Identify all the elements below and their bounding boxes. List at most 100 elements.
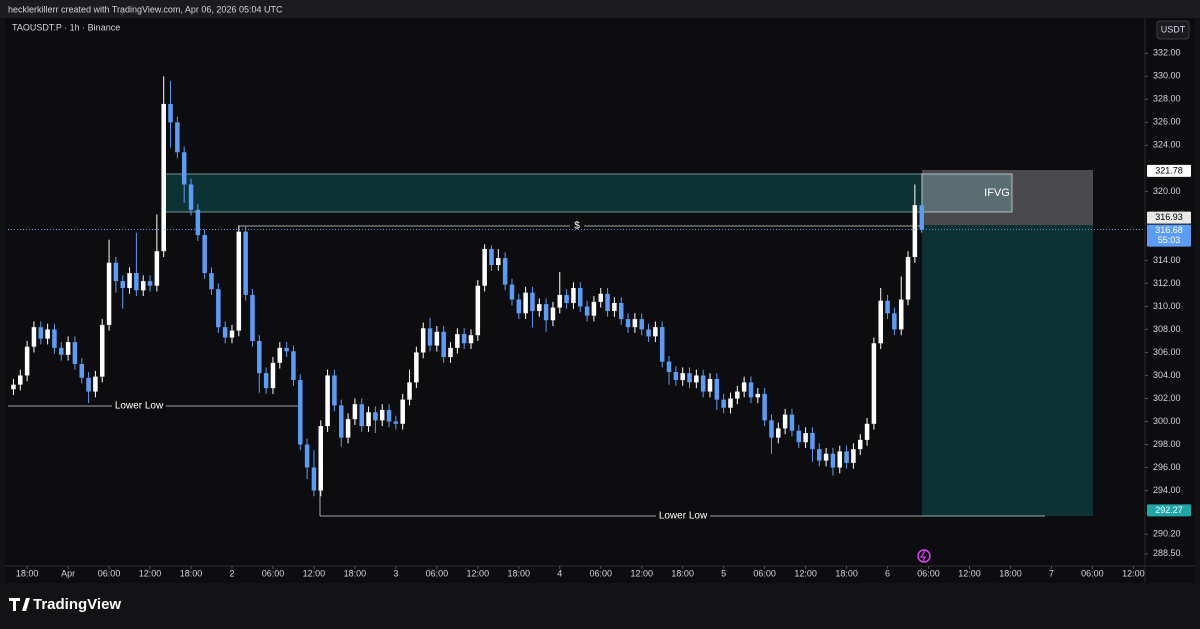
candle-body (291, 351, 296, 381)
x-tick-label: 4 (557, 568, 562, 578)
ifvg-label: IFVG (984, 187, 1010, 199)
candle-body (222, 327, 228, 338)
candle-body (728, 398, 733, 408)
candle-body (140, 281, 146, 291)
candle-body (823, 453, 829, 461)
candle-body (407, 382, 412, 400)
candle-body (366, 412, 371, 427)
x-tick-label: 18:00 (671, 568, 694, 578)
candle-body (400, 399, 405, 424)
candle-body (86, 377, 91, 392)
candle-body (127, 273, 132, 289)
y-tick-label: 324.00 (1153, 140, 1181, 150)
candle-body (776, 428, 781, 438)
brand-name: TradingView (33, 596, 121, 613)
candle-body (707, 378, 713, 392)
candle-body (65, 342, 71, 355)
candle-body (352, 404, 358, 420)
candle-body (509, 284, 515, 300)
candle-body (564, 294, 569, 303)
candle-body (31, 327, 37, 347)
candle-body (803, 432, 808, 443)
candle-body (851, 449, 856, 463)
candle-body (461, 334, 467, 344)
y-tick-label: 290.20 (1153, 529, 1181, 539)
candle-body (72, 342, 78, 364)
x-tick-label: 7 (1049, 568, 1054, 578)
candle-body (209, 273, 214, 290)
candle-body (243, 231, 248, 295)
candle-body (250, 294, 255, 341)
event-icon[interactable] (917, 549, 931, 563)
x-tick-label: 18:00 (508, 568, 531, 578)
y-tick-label: 294.00 (1153, 485, 1181, 495)
candle-body (482, 248, 487, 286)
candle-body (195, 209, 201, 236)
price-label: 321.78 (1155, 165, 1183, 175)
candle-body (270, 362, 276, 389)
x-tick-label: 12:00 (139, 568, 162, 578)
candle-body (741, 382, 747, 392)
candle-body (591, 301, 597, 316)
candle-body (830, 453, 836, 468)
currency-label: USDT (1161, 24, 1186, 34)
x-tick-label: 18:00 (180, 568, 203, 578)
footer (0, 583, 1200, 624)
price-label-bg (1147, 224, 1191, 247)
x-tick-label: 12:00 (467, 568, 490, 578)
candle-body (181, 152, 187, 185)
price-label: 316.93 (1155, 212, 1183, 222)
candle-body (537, 304, 542, 312)
candle-body (11, 384, 16, 390)
candle-body (864, 423, 870, 440)
x-tick-label: 06:00 (917, 568, 940, 578)
candle-body (52, 329, 57, 348)
candle-body (113, 262, 119, 282)
candle-body (441, 331, 446, 358)
x-tick-label: 06:00 (262, 568, 285, 578)
lower-low-label-bg (656, 509, 710, 523)
candle-body (257, 340, 262, 374)
y-tick-label: 300.00 (1153, 416, 1181, 426)
candle-body (229, 330, 235, 338)
candle-body (687, 373, 692, 383)
y-tick-label: 328.00 (1153, 94, 1181, 104)
x-tick-label: 12:00 (303, 568, 326, 578)
price-label-bg (1147, 504, 1191, 517)
candle-body (543, 304, 549, 321)
candle-body (45, 329, 50, 339)
x-tick-label: 18:00 (835, 568, 858, 578)
y-tick-label: 288.50 (1153, 548, 1181, 558)
candle-body (769, 420, 774, 438)
candle-body (379, 409, 385, 421)
candle-body (414, 352, 419, 383)
candle-body (857, 439, 863, 450)
currency-button[interactable] (1156, 20, 1190, 40)
brand-logo (9, 598, 30, 611)
candle-body (359, 404, 364, 427)
candle-body (502, 258, 508, 285)
candle-body (311, 467, 317, 491)
x-tick-label: 18:00 (16, 568, 39, 578)
candle-body (694, 375, 699, 383)
candle-body (427, 328, 433, 346)
candle-body (892, 313, 897, 330)
lower-low-label: Lower Low (115, 401, 164, 412)
event-icon-bolt (919, 550, 926, 562)
candle-body (571, 288, 576, 303)
liquidity-label-bg (570, 219, 584, 232)
candle-body (298, 380, 303, 445)
y-tick-label: 304.00 (1153, 370, 1181, 380)
candle-body (236, 231, 242, 331)
candle-body (496, 258, 501, 266)
candle-body (468, 335, 474, 344)
candle-body (24, 346, 30, 376)
candle-body (455, 334, 460, 348)
candle-body (755, 393, 761, 398)
candle-body (557, 294, 563, 308)
x-tick-label: 06:00 (98, 568, 121, 578)
x-tick-label: 12:00 (1122, 568, 1145, 578)
candle-body (216, 289, 221, 328)
